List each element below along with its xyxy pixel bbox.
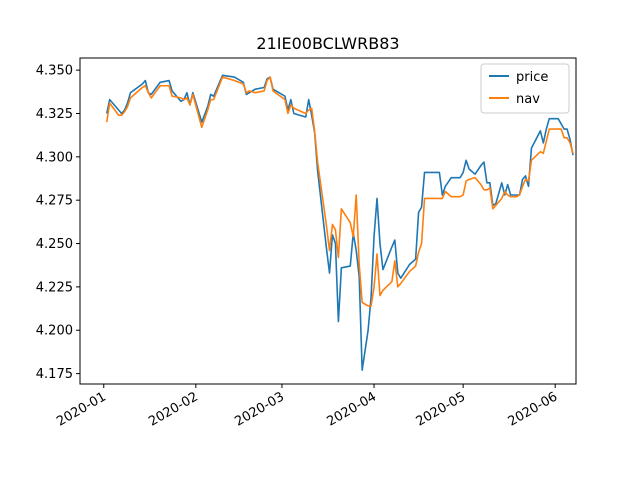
y-tick-label: 4.175 (36, 367, 73, 382)
y-tick-label: 4.325 (36, 107, 73, 122)
series-line-nav (105, 76, 574, 307)
y-tick-label: 4.225 (36, 280, 73, 295)
y-tick-label: 4.300 (36, 150, 73, 165)
legend-label-nav: nav (516, 92, 540, 107)
y-tick-label: 4.275 (36, 194, 73, 209)
chart-title: 21IE00BCLWRB83 (256, 34, 399, 53)
legend: price nav (480, 63, 570, 114)
y-tick-label: 4.350 (36, 64, 73, 79)
series-layer (105, 74, 574, 371)
legend-label-price: price (516, 70, 548, 85)
y-tick-label: 4.200 (36, 324, 73, 339)
plot-frame (79, 57, 577, 385)
y-tick-label: 4.250 (36, 237, 73, 252)
y-axis: 4.175 4.200 4.225 4.250 4.275 4.300 4.325 4.350 (36, 64, 80, 382)
